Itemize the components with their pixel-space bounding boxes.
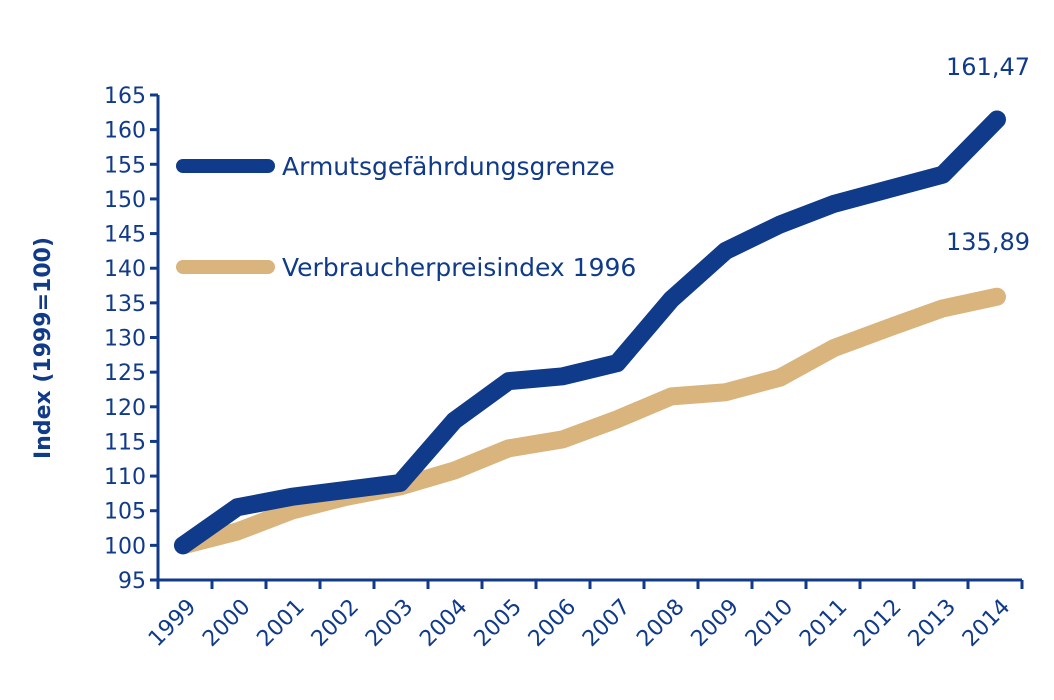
legend: Armutsgefährdungsgrenze Verbraucherpreisi… [176,152,636,282]
y-tick-label: 140 [104,257,146,282]
y-axis: 95 100 105 110 115 120 125 130 135 140 145 150 155 16… [104,84,160,594]
y-tick-label: 115 [104,430,146,455]
x-tick-label: 2011 [795,595,852,652]
x-tick-label: 2012 [849,595,906,652]
y-tick-label: 165 [104,84,146,109]
x-tick-label: 2005 [470,595,527,652]
y-tick-label: 125 [104,361,146,386]
y-tick-label: 95 [118,569,146,594]
legend-label-2: Verbraucherpreisindex 1996 [282,253,636,282]
x-tick-label: 2007 [578,595,635,652]
y-tick-label: 150 [104,188,146,213]
x-tick-label: 1999 [144,595,201,652]
x-tick-label: 2014 [958,595,1015,652]
y-tick-label: 130 [104,327,146,352]
value-annotation-1: 161,47 [946,53,1030,81]
x-tick-label: 2008 [632,595,689,652]
y-tick-label: 155 [104,153,146,178]
series-line-2 [174,287,1006,555]
y-tick-label: 145 [104,223,146,248]
y-tick-label: 135 [104,292,146,317]
x-tick-label: 2002 [307,595,364,652]
value-annotation-2: 135,89 [946,228,1030,256]
x-tick-label: 2013 [904,595,961,652]
x-tick-label: 2001 [253,595,310,652]
x-tick-label: 2010 [741,595,798,652]
x-tick-label: 2000 [198,595,255,652]
series-group [174,110,1006,555]
x-tick-label: 2009 [687,595,744,652]
y-tick-label: 110 [104,465,146,490]
y-axis-label: Index (1999=100) [31,237,56,459]
y-tick-label: 100 [104,534,146,559]
y-tick-label: 120 [104,396,146,421]
y-ticks: 95 100 105 110 115 120 125 130 135 140 145 150 155 16… [104,84,158,594]
x-tick-label: 2004 [415,595,472,652]
value-annotations: 161,47 135,89 [946,53,1030,256]
y-tick-label: 160 [104,119,146,144]
legend-label-1: Armutsgefährdungsgrenze [282,152,615,181]
x-axis: 1999200020012002200320042005200620072008… [144,578,1024,652]
series-line-1 [174,110,1006,555]
x-tick-label: 2003 [361,595,418,652]
x-tick-label: 2006 [524,595,581,652]
x-ticks: 1999200020012002200320042005200620072008… [144,580,1024,652]
y-tick-label: 105 [104,500,146,525]
